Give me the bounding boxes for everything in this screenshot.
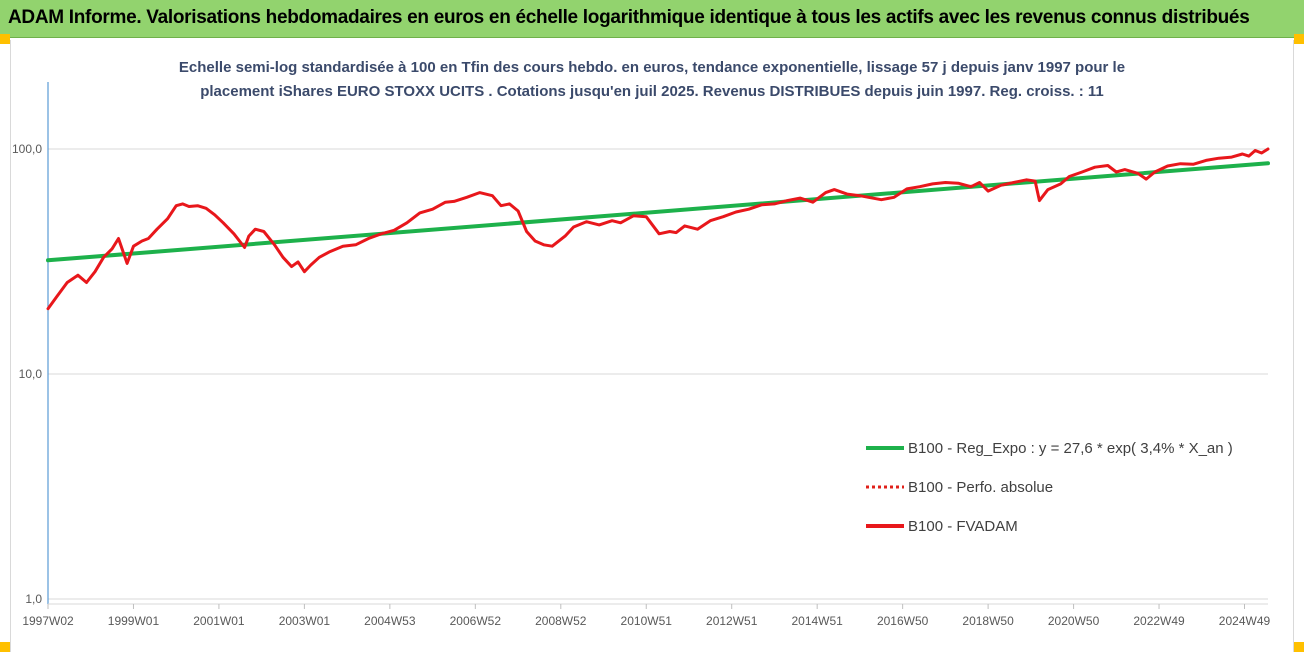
x-tick-label: 2010W51: [621, 614, 673, 628]
x-tick-label: 2008W52: [535, 614, 587, 628]
legend-entry: B100 - FVADAM: [908, 518, 1018, 535]
chart-title-line-1: Echelle semi-log standardisée à 100 en T…: [178, 59, 1126, 76]
x-tick-label: 2014W51: [791, 614, 843, 628]
x-tick-label: 2012W51: [706, 614, 758, 628]
corner-marker-top-right: [1294, 34, 1304, 44]
x-tick-label: 2016W50: [877, 614, 929, 628]
corner-marker-bottom-left: [0, 642, 10, 652]
x-tick-label: 2001W01: [193, 614, 245, 628]
legend-entry: B100 - Perfo. absolue: [908, 479, 1053, 496]
chart-panel: [10, 40, 1294, 652]
x-tick-label: 1997W02: [22, 614, 74, 628]
x-tick-label: 2020W50: [1048, 614, 1100, 628]
x-tick-label: 2004W53: [364, 614, 416, 628]
x-tick-label: 2018W50: [962, 614, 1014, 628]
page-title: ADAM Informe. Valorisations hebdomadaire…: [8, 7, 1250, 28]
title-bar: ADAM Informe. Valorisations hebdomadaire…: [0, 0, 1304, 38]
y-tick-label: 100,0: [12, 142, 42, 156]
legend-entry: B100 - Reg_Expo : y = 27,6 * exp( 3,4% *…: [908, 440, 1233, 457]
x-tick-label: 2024W49: [1219, 614, 1271, 628]
x-tick-label: 1999W01: [108, 614, 160, 628]
chart-title-line-2: placement iShares EURO STOXX UCITS . Cot…: [200, 83, 1104, 100]
y-tick-label: 1,0: [25, 592, 42, 606]
x-tick-label: 2003W01: [279, 614, 331, 628]
corner-marker-top-left: [0, 34, 10, 44]
x-tick-label: 2006W52: [450, 614, 502, 628]
series-line: [46, 147, 1270, 311]
corner-marker-bottom-right: [1294, 642, 1304, 652]
y-tick-label: 10,0: [19, 367, 43, 381]
trend-line: [46, 161, 1270, 263]
x-tick-label: 2022W49: [1133, 614, 1185, 628]
